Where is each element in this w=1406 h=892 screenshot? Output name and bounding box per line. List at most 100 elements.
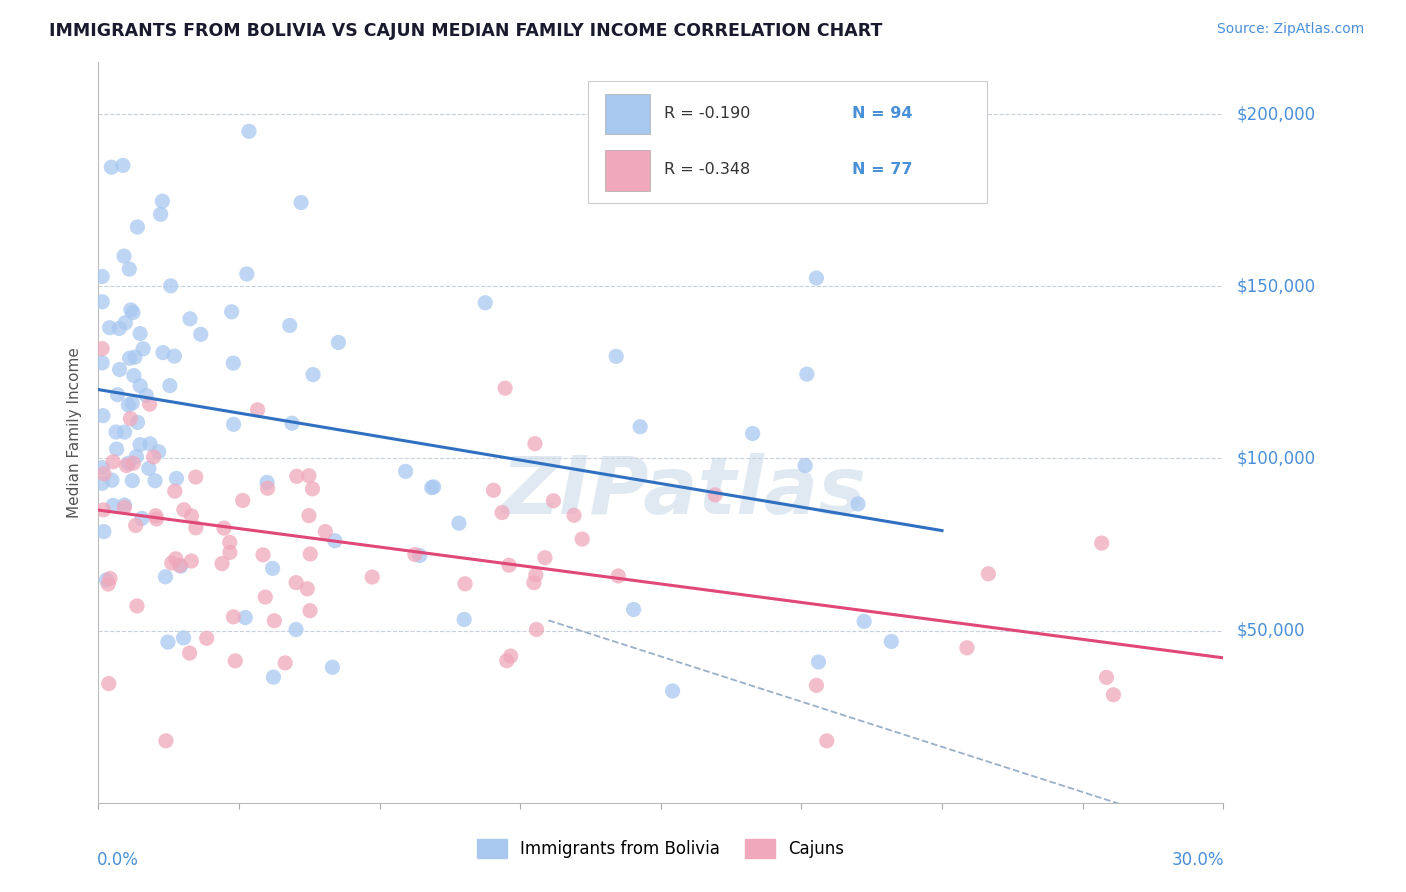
Point	[127, 416, 149, 430]
Point	[129, 437, 152, 451]
Point	[262, 670, 284, 684]
Point	[314, 524, 336, 539]
Point	[138, 461, 160, 475]
Point	[420, 481, 443, 495]
Point	[149, 207, 172, 221]
Point	[796, 367, 818, 381]
Point	[124, 518, 146, 533]
Point	[156, 635, 179, 649]
Point	[222, 610, 245, 624]
Text: 30.0%: 30.0%	[1171, 851, 1225, 869]
Point	[93, 467, 115, 481]
Point	[159, 378, 181, 392]
Point	[180, 508, 202, 523]
FancyBboxPatch shape	[605, 94, 650, 135]
Point	[361, 570, 384, 584]
Point	[956, 640, 979, 655]
Legend: Immigrants from Bolivia, Cajuns: Immigrants from Bolivia, Cajuns	[471, 832, 851, 865]
Point	[163, 349, 186, 363]
Point	[108, 362, 131, 376]
Point	[323, 533, 346, 548]
Point	[111, 158, 134, 172]
Point	[98, 572, 121, 586]
Point	[160, 556, 183, 570]
Point	[222, 417, 245, 432]
Point	[607, 569, 630, 583]
Point	[129, 326, 152, 341]
Point	[523, 575, 546, 590]
Point	[107, 387, 129, 401]
Point	[97, 676, 120, 690]
Point	[108, 321, 131, 335]
Point	[274, 656, 297, 670]
Point	[404, 548, 426, 562]
Point	[704, 488, 727, 502]
Point	[278, 318, 301, 333]
Point	[100, 160, 122, 174]
Point	[122, 456, 145, 470]
Point	[190, 327, 212, 342]
Text: Source: ZipAtlas.com: Source: ZipAtlas.com	[1216, 22, 1364, 37]
Point	[120, 411, 142, 425]
Point	[163, 484, 186, 499]
Point	[91, 269, 114, 284]
Point	[262, 561, 284, 575]
Point	[301, 482, 323, 496]
Point	[112, 500, 135, 515]
Point	[101, 473, 124, 487]
Text: 0.0%: 0.0%	[97, 851, 139, 869]
FancyBboxPatch shape	[605, 150, 650, 191]
Point	[321, 660, 343, 674]
Point	[977, 566, 1000, 581]
Point	[571, 532, 593, 546]
Point	[236, 267, 259, 281]
Point	[120, 302, 142, 317]
Point	[115, 458, 138, 473]
Point	[605, 350, 627, 364]
Point	[285, 623, 308, 637]
Point	[252, 548, 274, 562]
Point	[221, 305, 243, 319]
Text: R = -0.348: R = -0.348	[664, 162, 751, 178]
Text: N = 77: N = 77	[852, 162, 912, 178]
Point	[91, 342, 114, 356]
Point	[131, 511, 153, 525]
Point	[807, 655, 830, 669]
Point	[298, 508, 321, 523]
Point	[302, 368, 325, 382]
Point	[155, 734, 177, 748]
Point	[114, 425, 136, 439]
Point	[523, 436, 546, 450]
Point	[125, 599, 148, 613]
Point	[101, 455, 124, 469]
Point	[93, 524, 115, 539]
Point	[118, 351, 141, 366]
Point	[170, 559, 193, 574]
Point	[142, 450, 165, 464]
Point	[124, 350, 146, 364]
Point	[494, 381, 516, 395]
Text: N = 94: N = 94	[852, 106, 912, 121]
Point	[299, 547, 322, 561]
Point	[212, 521, 235, 535]
Point	[256, 481, 278, 495]
Point	[846, 497, 869, 511]
Text: IMMIGRANTS FROM BOLIVIA VS CAJUN MEDIAN FAMILY INCOME CORRELATION CHART: IMMIGRANTS FROM BOLIVIA VS CAJUN MEDIAN …	[49, 22, 883, 40]
Point	[453, 612, 475, 626]
Point	[121, 396, 143, 410]
Point	[254, 590, 277, 604]
Point	[105, 442, 128, 456]
Point	[148, 444, 170, 458]
Point	[246, 402, 269, 417]
Point	[101, 499, 124, 513]
Text: $150,000: $150,000	[1237, 277, 1316, 295]
Point	[238, 124, 260, 138]
Point	[125, 450, 148, 464]
Point	[1091, 536, 1114, 550]
Point	[623, 602, 645, 616]
Point	[233, 610, 256, 624]
Point	[256, 475, 278, 490]
Point	[127, 220, 149, 235]
Point	[180, 554, 202, 568]
Point	[741, 426, 763, 441]
